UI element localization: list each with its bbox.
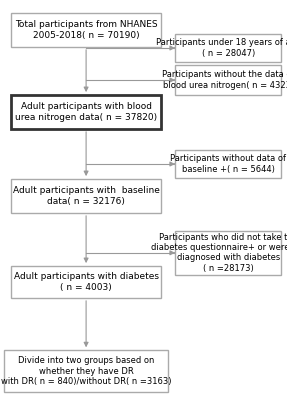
Text: Total participants from NHANES
2005-2018( n = 70190): Total participants from NHANES 2005-2018… xyxy=(15,20,157,40)
FancyBboxPatch shape xyxy=(4,350,168,392)
FancyBboxPatch shape xyxy=(11,13,161,47)
FancyBboxPatch shape xyxy=(11,95,161,129)
Text: Participants without the data of
blood urea nitrogen( n = 4323): Participants without the data of blood u… xyxy=(162,70,287,90)
Text: Participants without data of
baseline +( n = 5644): Participants without data of baseline +(… xyxy=(170,154,286,174)
FancyBboxPatch shape xyxy=(175,34,281,62)
FancyBboxPatch shape xyxy=(175,150,281,178)
FancyBboxPatch shape xyxy=(175,65,281,95)
Text: Adult participants with blood
urea nitrogen data( n = 37820): Adult participants with blood urea nitro… xyxy=(15,102,157,122)
FancyBboxPatch shape xyxy=(175,231,281,275)
Text: Divide into two groups based on
whether they have DR
with DR( n = 840)/without D: Divide into two groups based on whether … xyxy=(1,356,171,386)
Text: Adult participants with  baseline
data( n = 32176): Adult participants with baseline data( n… xyxy=(13,186,160,206)
FancyBboxPatch shape xyxy=(11,179,161,213)
Text: Participants who did not take the
diabetes questionnaire+ or were not
diagnosed : Participants who did not take the diabet… xyxy=(151,233,287,273)
FancyBboxPatch shape xyxy=(11,266,161,298)
Text: Participants under 18 years of age
( n = 28047): Participants under 18 years of age ( n =… xyxy=(156,38,287,58)
Text: Adult participants with diabetes
( n = 4003): Adult participants with diabetes ( n = 4… xyxy=(13,272,159,292)
